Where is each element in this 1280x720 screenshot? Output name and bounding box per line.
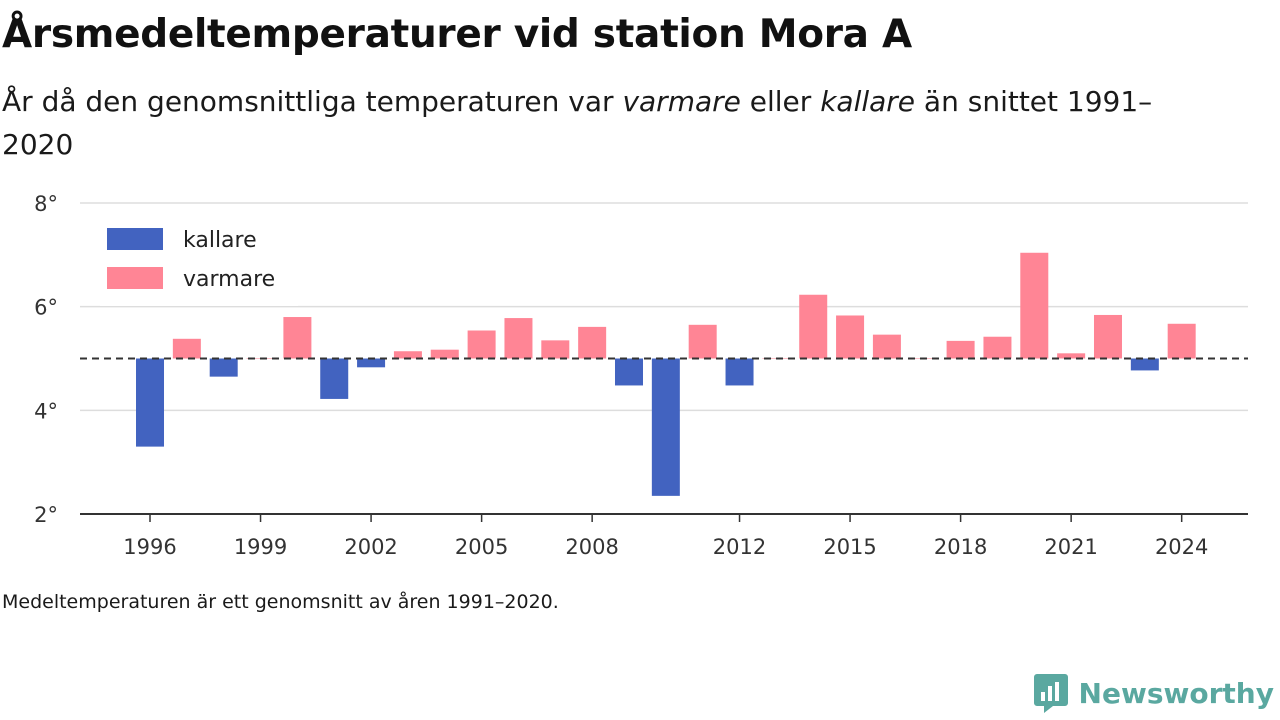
bar-2000 [283, 317, 312, 359]
bar-2014 [799, 294, 828, 359]
chart-subtitle: År då den genomsnittliga temperaturen va… [2, 80, 1222, 166]
caption-note: Medeltemperaturen är ett genomsnitt av å… [2, 591, 559, 613]
bar-1997 [172, 338, 201, 359]
subtitle-part2: eller [740, 85, 821, 118]
y-tick-label: 6° [34, 296, 58, 320]
newsworthy-logo-icon [1033, 674, 1068, 713]
bar-2016 [872, 334, 901, 359]
bar-chart: 2° 4° 6° 8° 1996 1999 2002 2005 2008 2012 2015 201… [34, 192, 1248, 559]
legend-label-kallare: kallare [183, 228, 257, 253]
bar-2011 [688, 324, 717, 359]
bar-2004 [430, 349, 459, 359]
x-axis-ticks: 1996 1999 2002 2005 2008 2012 2015 2018 2021 2024 [123, 514, 1208, 559]
subtitle-cold: kallare [820, 85, 916, 118]
legend: kallare varmare [100, 218, 298, 306]
y-tick-label: 8° [34, 192, 58, 216]
subtitle-part1: År då den genomsnittliga temperaturen va… [2, 85, 623, 118]
x-tick-label: 2021 [1044, 535, 1097, 559]
legend-label-varmare: varmare [183, 267, 275, 292]
y-tick-label: 4° [34, 399, 58, 423]
x-tick-label: 2008 [565, 535, 618, 559]
bar-2023 [1130, 358, 1159, 371]
bar-2024 [1167, 323, 1196, 359]
legend-swatch-varmare [107, 267, 163, 289]
bar-2006 [504, 318, 533, 359]
bar-2007 [541, 340, 570, 359]
bar-2009 [614, 358, 643, 386]
bars [136, 252, 1196, 496]
x-tick-label: 2005 [455, 535, 508, 559]
bar-2001 [320, 358, 349, 399]
x-tick-label: 2012 [713, 535, 766, 559]
bar-2002 [357, 358, 386, 368]
bar-2015 [836, 315, 865, 359]
subtitle-warm: varmare [622, 85, 741, 118]
subtitle-part3: än snittet 1991–2020 [2, 85, 1153, 161]
bar-2020 [1020, 252, 1049, 359]
bar-2019 [983, 336, 1012, 359]
x-tick-label: 2015 [823, 535, 876, 559]
bar-2012 [725, 358, 754, 386]
y-tick-label: 2° [34, 503, 58, 527]
y-axis-ticks: 2° 4° 6° 8° [34, 192, 58, 527]
bar-2022 [1093, 314, 1122, 359]
chart-title: Årsmedeltemperaturer vid station Mora A [2, 12, 912, 57]
bar-2008 [578, 326, 607, 359]
bar-2010 [651, 358, 680, 496]
bar-2018 [946, 340, 975, 359]
bar-1998 [209, 358, 238, 377]
x-tick-label: 1999 [234, 535, 287, 559]
x-tick-label: 2018 [934, 535, 987, 559]
brand-name: Newsworthy [1078, 676, 1274, 710]
brand: Newsworthy [1033, 672, 1274, 714]
x-tick-label: 2002 [344, 535, 397, 559]
bar-2003 [393, 351, 422, 359]
bar-2005 [467, 330, 496, 359]
bar-1996 [136, 358, 165, 447]
legend-swatch-kallare [107, 228, 163, 250]
x-tick-label: 2024 [1155, 535, 1208, 559]
bar-2021 [1057, 353, 1086, 359]
x-tick-label: 1996 [123, 535, 176, 559]
